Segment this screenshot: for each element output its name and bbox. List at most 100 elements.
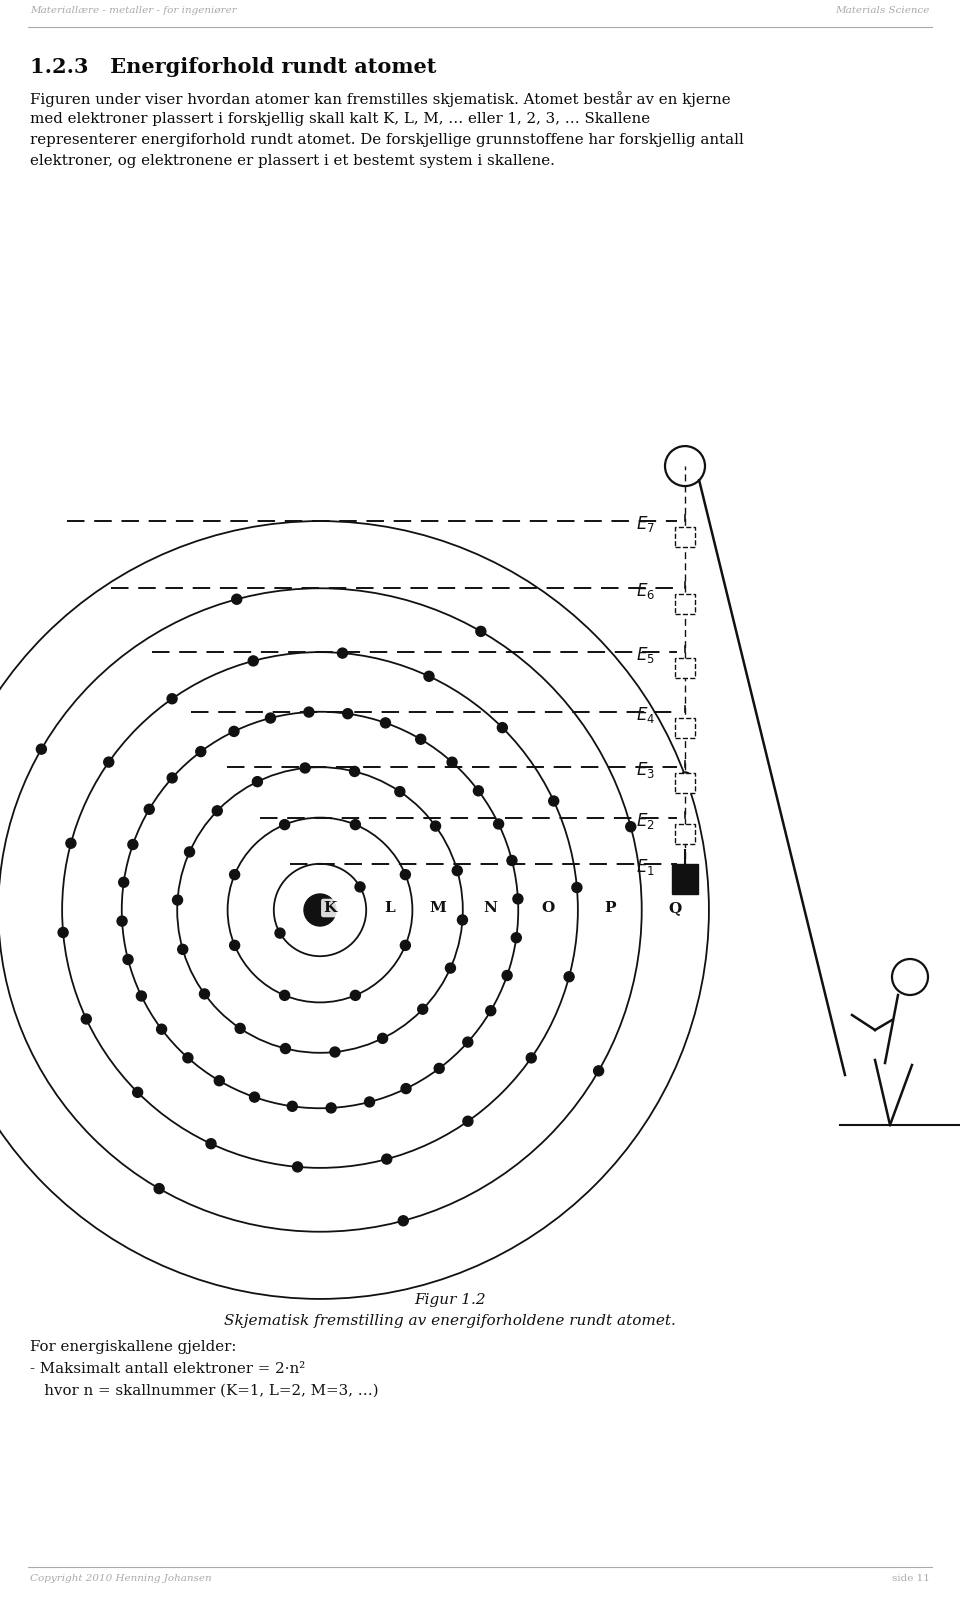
FancyBboxPatch shape [675,526,695,547]
Circle shape [398,1215,408,1226]
Circle shape [338,648,348,658]
Circle shape [128,839,138,849]
Circle shape [380,717,391,729]
Circle shape [250,1091,259,1103]
Circle shape [400,870,410,880]
Circle shape [231,594,242,603]
Text: $E_{6}$: $E_{6}$ [636,581,655,602]
Circle shape [155,1183,164,1194]
Circle shape [400,941,410,950]
Circle shape [293,1162,302,1172]
Circle shape [593,1066,604,1075]
Text: Materiallære - metaller - for ingeniører: Materiallære - metaller - for ingeniører [30,6,237,14]
FancyBboxPatch shape [675,717,695,738]
Circle shape [279,990,290,1000]
Circle shape [280,1043,291,1053]
Text: med elektroner plassert i forskjellig skall kalt K, L, M, … eller 1, 2, 3, … Ska: med elektroner plassert i forskjellig sk… [30,112,650,127]
Circle shape [266,713,276,722]
Text: Q: Q [669,900,682,915]
Circle shape [136,990,146,1002]
Circle shape [173,896,182,905]
Circle shape [36,745,46,754]
Circle shape [104,758,113,767]
Circle shape [549,796,559,806]
FancyBboxPatch shape [675,594,695,615]
Circle shape [416,733,425,745]
Circle shape [132,1087,143,1098]
Circle shape [350,990,360,1000]
Circle shape [184,847,195,857]
Circle shape [275,928,285,937]
Text: M: M [429,900,446,915]
Text: $E_{7}$: $E_{7}$ [636,514,655,534]
Circle shape [229,727,239,737]
Circle shape [304,894,336,926]
Circle shape [382,1154,392,1164]
Circle shape [196,746,205,756]
Circle shape [59,928,68,937]
Circle shape [430,822,441,831]
Circle shape [183,1053,193,1063]
Text: representerer energiforhold rundt atomet. De forskjellige grunnstoffene har fors: representerer energiforhold rundt atomet… [30,133,744,148]
Circle shape [473,786,484,796]
Circle shape [214,1075,225,1085]
Circle shape [343,709,352,719]
FancyBboxPatch shape [672,863,698,894]
Circle shape [445,963,455,973]
Circle shape [512,933,521,942]
Circle shape [82,1014,91,1024]
Circle shape [447,758,457,767]
Text: $E_{5}$: $E_{5}$ [636,645,655,664]
Circle shape [212,806,223,815]
Text: $E_{1}$: $E_{1}$ [636,857,655,876]
Text: L: L [384,900,395,915]
Circle shape [119,878,129,888]
Text: Figur 1.2: Figur 1.2 [414,1294,486,1306]
Circle shape [452,865,463,876]
Circle shape [144,804,155,814]
Circle shape [486,1006,495,1016]
Circle shape [235,1024,245,1034]
Text: O: O [541,900,555,915]
Circle shape [167,693,177,703]
Text: elektroner, og elektronene er plassert i et bestemt system i skallene.: elektroner, og elektronene er plassert i… [30,154,555,169]
Circle shape [526,1053,537,1063]
Circle shape [66,838,76,849]
Text: Materials Science: Materials Science [835,6,930,14]
Circle shape [418,1005,428,1014]
Circle shape [424,671,434,681]
FancyBboxPatch shape [675,774,695,793]
Text: $E_{4}$: $E_{4}$ [636,705,655,725]
Circle shape [117,916,127,926]
Text: Copyright 2010 Henning Johansen: Copyright 2010 Henning Johansen [30,1575,211,1583]
Circle shape [304,708,314,717]
Circle shape [349,767,360,777]
Circle shape [401,1083,411,1093]
Circle shape [395,786,405,796]
Circle shape [365,1096,374,1107]
Circle shape [200,989,209,998]
Circle shape [463,1115,473,1127]
Circle shape [287,1101,298,1111]
Circle shape [493,819,504,830]
Circle shape [178,944,188,955]
Circle shape [350,820,360,830]
Circle shape [156,1024,167,1034]
Circle shape [502,971,512,981]
Text: $E_{2}$: $E_{2}$ [636,811,655,831]
Text: - Maksimalt antall elektroner = 2·n²: - Maksimalt antall elektroner = 2·n² [30,1363,305,1375]
Text: hvor n = skallnummer (K=1, L=2, M=3, …): hvor n = skallnummer (K=1, L=2, M=3, …) [30,1384,378,1398]
Circle shape [476,626,486,636]
Circle shape [564,971,574,982]
Text: P: P [604,900,615,915]
Circle shape [123,955,133,965]
Circle shape [330,1046,340,1058]
Text: side 11: side 11 [892,1575,930,1583]
Text: $E_{3}$: $E_{3}$ [636,761,655,780]
Text: N: N [484,900,497,915]
Circle shape [572,883,582,892]
Circle shape [497,722,507,732]
Circle shape [249,656,258,666]
Circle shape [229,941,240,950]
Circle shape [206,1138,216,1149]
